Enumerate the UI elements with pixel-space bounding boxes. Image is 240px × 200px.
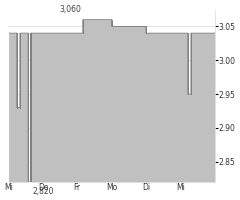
Text: 2,820: 2,820 bbox=[32, 187, 54, 196]
Text: 3,060: 3,060 bbox=[60, 5, 81, 14]
